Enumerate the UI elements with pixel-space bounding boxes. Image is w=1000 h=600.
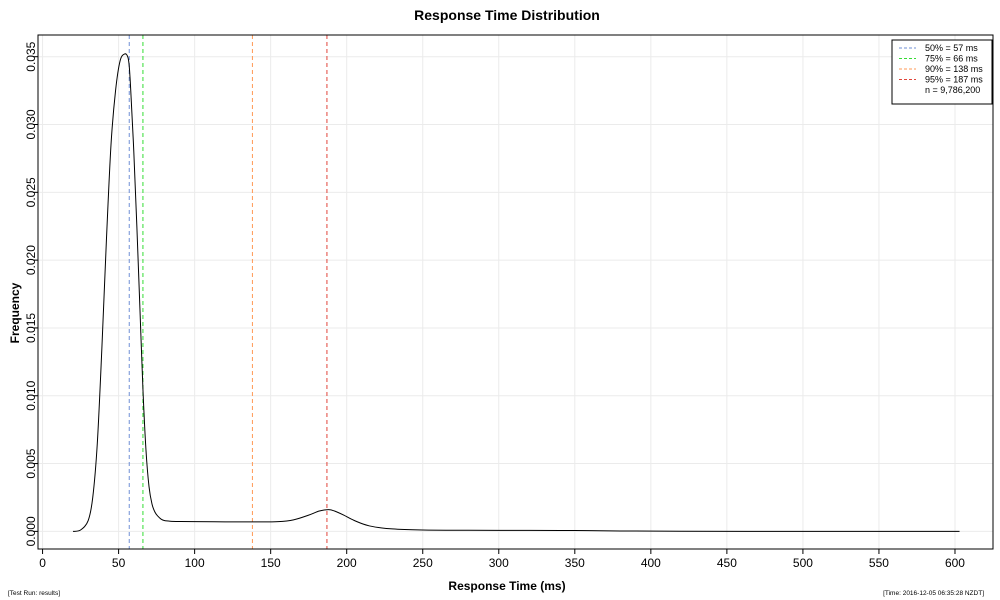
x-axis: 0 50 100 150 200 250 300 350 400 450 500 550 600 <box>39 549 965 570</box>
x-tick-label: 150 <box>261 556 281 570</box>
x-tick-label: 0 <box>39 556 46 570</box>
x-tick-label: 350 <box>565 556 585 570</box>
test-run-note: [Test Run: results] <box>8 590 61 597</box>
chart-title: Response Time Distribution <box>414 7 600 23</box>
x-tick-label: 500 <box>793 556 813 570</box>
x-tick-label: 100 <box>185 556 205 570</box>
y-tick-label: 0.015 <box>24 313 38 343</box>
x-tick-label: 400 <box>641 556 661 570</box>
legend-entry: 90% = 138 ms <box>925 64 983 74</box>
legend-box <box>891 39 993 105</box>
timestamp-note: [Time: 2016-12-05 06:35:28 NZDT] <box>883 590 984 597</box>
x-tick-label: 250 <box>413 556 433 570</box>
legend-entry: 75% = 66 ms <box>925 54 978 64</box>
plot-frame <box>37 34 994 550</box>
y-tick-label: 0.025 <box>24 177 38 207</box>
x-tick-label: 600 <box>945 556 965 570</box>
percentile-lines <box>128 35 328 549</box>
legend-entry: 50% = 57 ms <box>925 43 978 53</box>
y-axis: 0.000 0.005 0.010 0.015 0.020 0.025 0.030 0.035 <box>24 41 38 546</box>
y-axis-label: Frequency <box>8 282 22 343</box>
density-curve <box>72 53 960 532</box>
x-tick-label: 550 <box>869 556 889 570</box>
density-series <box>72 53 960 532</box>
y-tick-label: 0.035 <box>24 41 38 71</box>
y-tick-label: 0.010 <box>24 380 38 410</box>
legend-sample-count: n = 9,786,200 <box>925 85 980 95</box>
x-tick-label: 50 <box>112 556 126 570</box>
y-tick-label: 0.030 <box>24 109 38 139</box>
y-tick-label: 0.005 <box>24 448 38 478</box>
x-tick-label: 200 <box>337 556 357 570</box>
legend-entry: 95% = 187 ms <box>925 75 983 85</box>
y-tick-label: 0.000 <box>24 516 38 546</box>
x-tick-label: 300 <box>489 556 509 570</box>
grid-lines <box>38 35 993 549</box>
y-tick-label: 0.020 <box>24 245 38 275</box>
x-tick-label: 450 <box>717 556 737 570</box>
x-axis-label: Response Time (ms) <box>448 579 565 593</box>
